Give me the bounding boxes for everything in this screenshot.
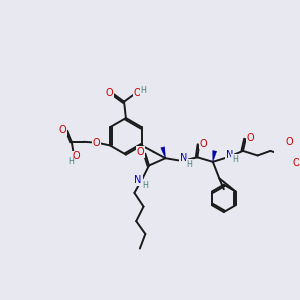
Text: H: H [140, 86, 146, 95]
Text: O: O [293, 158, 300, 168]
Text: H: H [299, 154, 300, 164]
Polygon shape [213, 151, 217, 162]
Text: H: H [232, 154, 238, 164]
Text: O: O [73, 152, 80, 161]
Text: O: O [247, 133, 254, 143]
Polygon shape [161, 147, 165, 158]
Text: N: N [180, 153, 188, 163]
Text: O: O [106, 88, 113, 98]
Text: N: N [226, 150, 233, 160]
Text: O: O [200, 139, 208, 148]
Text: H: H [186, 160, 192, 169]
Text: O: O [137, 147, 145, 157]
Text: H: H [142, 181, 148, 190]
Text: N: N [134, 175, 142, 185]
Text: H: H [68, 158, 74, 166]
Text: O: O [134, 88, 142, 98]
Text: O: O [286, 137, 293, 147]
Text: O: O [59, 125, 67, 135]
Text: O: O [93, 138, 100, 148]
